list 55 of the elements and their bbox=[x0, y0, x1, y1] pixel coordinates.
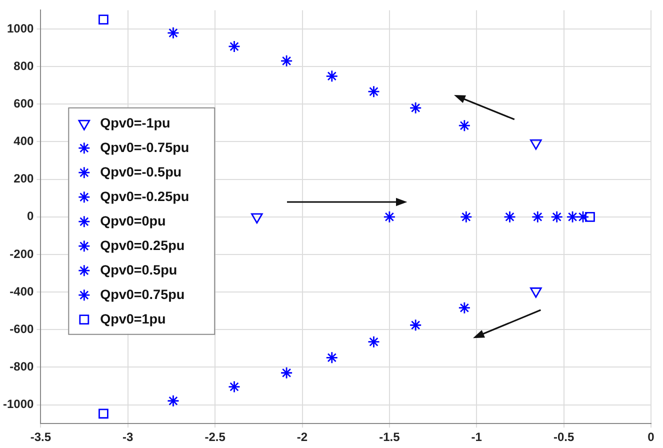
legend-label: Qpv0=-1pu bbox=[100, 115, 170, 130]
point bbox=[550, 210, 564, 224]
y-tick-label: -400 bbox=[10, 284, 34, 298]
point bbox=[326, 70, 338, 82]
legend-label: Qpv0=0.25pu bbox=[100, 238, 185, 253]
legend-label: Qpv0=0.5pu bbox=[100, 262, 178, 278]
point bbox=[280, 54, 293, 68]
legend-label: Qpv0=-0.5pu bbox=[100, 164, 182, 180]
point bbox=[585, 212, 595, 222]
point bbox=[228, 380, 240, 393]
point bbox=[167, 26, 180, 40]
legend-label: Qpv0=-0.75pu bbox=[100, 140, 190, 155]
x-tick-label: -0.5 bbox=[553, 430, 574, 444]
point bbox=[531, 210, 544, 224]
y-tick-label: 600 bbox=[14, 96, 34, 110]
y-tick-label: -600 bbox=[10, 322, 34, 336]
point bbox=[409, 318, 422, 332]
point bbox=[251, 213, 263, 224]
point bbox=[566, 210, 579, 224]
point bbox=[326, 351, 338, 364]
y-tick-label: -1000 bbox=[2, 397, 34, 412]
legend-label: Qpv0=0pu bbox=[100, 213, 166, 228]
point bbox=[458, 119, 471, 132]
y-tick-label: 200 bbox=[14, 172, 34, 186]
y-tick-label: 400 bbox=[14, 134, 34, 148]
y-tick-label: -200 bbox=[10, 246, 34, 261]
x-tick-label: -2.5 bbox=[204, 430, 226, 444]
point bbox=[530, 287, 542, 298]
point bbox=[98, 408, 108, 419]
x-tick-label: -1 bbox=[471, 430, 482, 444]
x-tick-label: -2 bbox=[296, 430, 308, 444]
point bbox=[576, 210, 590, 224]
point bbox=[368, 85, 380, 98]
y-tick-label: 800 bbox=[14, 58, 34, 73]
point bbox=[167, 394, 180, 408]
x-tick-label: -1.5 bbox=[379, 430, 400, 444]
point bbox=[409, 102, 422, 114]
point bbox=[228, 40, 240, 53]
y-tick-label: -800 bbox=[10, 360, 34, 374]
point bbox=[280, 366, 293, 380]
point bbox=[383, 210, 396, 224]
y-tick-label: 1000 bbox=[6, 21, 34, 36]
point bbox=[504, 210, 516, 224]
legend-label: Qpv0=0.75pu bbox=[100, 286, 185, 302]
x-tick-label: -3 bbox=[122, 430, 134, 444]
point bbox=[460, 210, 472, 224]
y-tick-label: 0 bbox=[27, 209, 34, 224]
x-tick-label: 0 bbox=[648, 430, 655, 444]
point bbox=[368, 336, 380, 348]
legend-label: Qpv0=-0.25pu bbox=[100, 188, 190, 204]
point bbox=[458, 302, 471, 314]
point bbox=[98, 14, 108, 25]
point bbox=[530, 139, 542, 150]
x-tick-label: -3.5 bbox=[30, 430, 52, 444]
legend-label: Qpv0=1pu bbox=[100, 311, 166, 326]
